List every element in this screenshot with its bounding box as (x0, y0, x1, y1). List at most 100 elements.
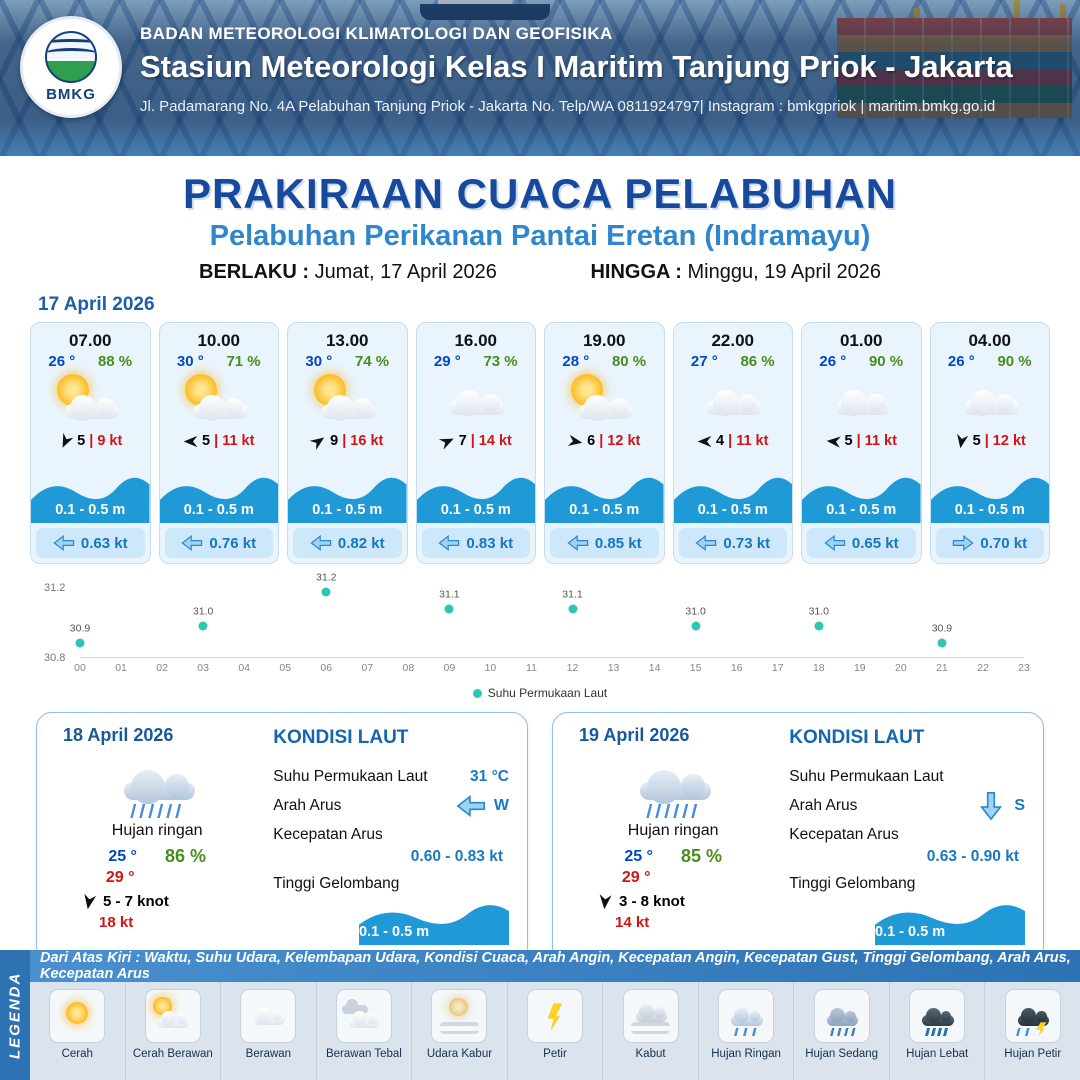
forecast-card: 04.00 26 ° 90 % 5 | 12 kt 0.1 - 0.5 m 0.70… (929, 322, 1050, 564)
temp-min: 25 ° (108, 847, 137, 865)
current-speed: 0.83 kt (466, 534, 514, 552)
current-direction-value: W (493, 797, 509, 814)
hingga-value: Minggu, 19 April 2026 (687, 261, 881, 283)
current-speed-label: Kecepatan Arus (273, 826, 383, 843)
legend-label: Cerah Berawan (132, 1048, 213, 1060)
current-row: 0.70 kt (935, 528, 1044, 558)
wave-height: 0.1 - 0.5 m (183, 502, 254, 518)
sst-data-point (321, 587, 331, 597)
legend-icon-tile (431, 989, 488, 1043)
wind-gust: 18 kt (99, 914, 134, 931)
sst-value-label: 30.9 (931, 622, 953, 635)
air-temperature: 26 ° (819, 353, 847, 370)
x-tick-label: 17 (771, 662, 784, 674)
sst-chart: 31.2 30.8 30.9 31.0 31.2 31.1 31.1 31.0 31.0 30… (44, 571, 1036, 700)
x-tick-label: 20 (895, 662, 907, 674)
current-speed-value: 0.63 - 0.90 kt (926, 848, 1019, 865)
forecast-time: 10.00 (197, 331, 241, 350)
legend-items-row: Cerah Cerah Berawan Berawan Berawan Teba… (30, 982, 1080, 1080)
air-temperature: 26 ° (48, 353, 76, 370)
condition-label: Hujan ringan (627, 822, 719, 839)
sst-data-point (444, 604, 454, 614)
current-direction-icon (438, 534, 460, 552)
sea-conditions-title: KONDISI LAUT (273, 727, 409, 748)
air-temperature: 27 ° (690, 353, 718, 370)
current-direction-icon (567, 534, 589, 552)
y-axis-tick: 31.2 (44, 582, 66, 594)
air-temperature: 28 ° (562, 353, 590, 370)
forecast-card: 13.00 30 ° 74 % 9 | 16 kt 0.1 - 0.5 m 0.82… (287, 322, 408, 564)
weather-condition-icon (621, 748, 725, 818)
wave-height: 0.1 - 0.5 m (440, 502, 511, 518)
wave-height-band: 0.1 - 0.5 m (673, 473, 792, 523)
weather-legend-icon (54, 996, 100, 1036)
legend-item: Cerah Berawan (126, 982, 222, 1080)
legend-label: Hujan Petir (1004, 1048, 1062, 1060)
sst-value-label: 31.1 (562, 588, 583, 601)
wind-range: 5 - 7 knot (103, 893, 169, 910)
wave-height: 0.1 - 0.5 m (697, 502, 768, 518)
air-temperature: 30 ° (176, 353, 204, 370)
validity-row: BERLAKU : Jumat, 17 April 2026 HINGGA : … (0, 261, 1080, 284)
wind-direction-icon (183, 434, 198, 449)
x-tick-label: 23 (1018, 662, 1030, 674)
legend-icon-tile (1004, 989, 1061, 1043)
sst-data-point (568, 604, 578, 614)
wave-height-band: 0.1 - 0.5 m (802, 473, 921, 523)
current-speed: 0.70 kt (980, 534, 1028, 552)
panel-date: 18 April 2026 (63, 725, 174, 745)
wind-direction-icon (80, 892, 99, 911)
current-row: 0.76 kt (164, 528, 273, 558)
legend-label: Berawan Tebal (325, 1048, 402, 1060)
legend-label: Berawan (245, 1048, 292, 1060)
wave-height-value: 0.1 - 0.5 m (874, 924, 946, 940)
current-speed: 0.63 kt (80, 534, 128, 552)
x-tick-label: 13 (607, 662, 620, 674)
weather-legend-icon (1010, 996, 1056, 1036)
wind-gust: | 11 kt (728, 433, 769, 449)
wind-gust: 14 kt (615, 914, 650, 931)
legend-item: Cerah (30, 982, 126, 1080)
wave-height-label: Tinggi Gelombang (273, 875, 400, 892)
legend-item: Berawan Tebal (317, 982, 413, 1080)
legend-label: Hujan Lebat (906, 1048, 969, 1060)
forecast-time: 19.00 (582, 331, 626, 350)
temp-max: 29 ° (105, 869, 135, 886)
sst-value-label: 31.0 (685, 605, 706, 618)
wind-gust: | 12 kt (984, 433, 1026, 449)
legend-icon-tile (813, 989, 870, 1043)
x-tick-label: 22 (977, 662, 989, 674)
current-row: 0.83 kt (421, 528, 530, 558)
station-address: Jl. Padamarang No. 4A Pelabuhan Tanjung … (140, 98, 996, 115)
x-tick-label: 15 (689, 662, 702, 674)
wind-direction-icon (825, 433, 841, 449)
wave-height-band: 0.1 - 0.5 m (416, 473, 535, 523)
wind-direction-icon (697, 434, 712, 449)
current-row: 0.63 kt (36, 528, 145, 558)
x-tick-label: 07 (361, 662, 374, 674)
wind-gust: | 12 kt (599, 433, 641, 449)
wave-height: 0.1 - 0.5 m (312, 502, 383, 518)
wind-direction-icon (567, 432, 584, 449)
wind-direction-icon (952, 432, 969, 449)
wind-gust: | 11 kt (214, 433, 255, 449)
weather-condition-icon (307, 373, 387, 431)
wind-speed: 7 (458, 433, 467, 449)
x-tick-label: 00 (74, 662, 86, 674)
forecast-time: 04.00 (968, 331, 1012, 350)
humidity: 80 % (611, 353, 647, 370)
humidity: 90 % (868, 353, 904, 370)
humidity: 88 % (97, 353, 133, 370)
wave-height-band: 0.1 - 0.5 m (159, 473, 278, 523)
sst-plot-area: 30.9 31.0 31.2 31.1 31.1 31.0 31.0 30.9 (70, 571, 1024, 658)
current-direction-value: S (1014, 797, 1025, 814)
current-direction-label: Arah Arus (789, 797, 858, 814)
header-overlay (0, 0, 1080, 156)
current-speed-value: 0.60 - 0.83 kt (410, 848, 503, 865)
wave-height-graphic: 0.1 - 0.5 m (358, 901, 509, 945)
weather-condition-icon (179, 373, 259, 431)
x-tick-label: 08 (402, 662, 415, 674)
wind-gust: | 16 kt (342, 433, 384, 449)
legend-icon-tile (49, 989, 106, 1043)
humidity: 74 % (354, 353, 390, 370)
